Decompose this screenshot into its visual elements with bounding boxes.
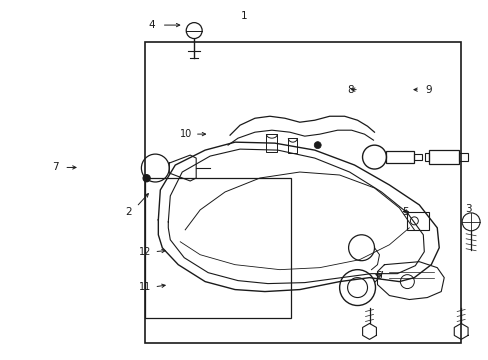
- Circle shape: [314, 141, 321, 149]
- Text: 3: 3: [464, 204, 471, 214]
- Text: 12: 12: [138, 247, 150, 257]
- Bar: [144, 178, 290, 318]
- Circle shape: [143, 175, 150, 182]
- Bar: [266, 134, 277, 152]
- Text: 4: 4: [148, 20, 155, 30]
- Bar: [386, 151, 413, 163]
- Text: 8: 8: [346, 85, 353, 95]
- Text: 9: 9: [425, 85, 431, 95]
- Bar: [407, 212, 428, 230]
- Bar: [144, 42, 460, 343]
- Text: 10: 10: [180, 129, 192, 139]
- Text: 1: 1: [241, 11, 247, 21]
- Text: 11: 11: [138, 282, 150, 292]
- Bar: [288, 138, 297, 153]
- Text: 2: 2: [125, 207, 132, 217]
- Text: 7: 7: [52, 162, 59, 172]
- Bar: [428, 150, 458, 164]
- Text: 5: 5: [401, 207, 408, 217]
- Bar: [413, 154, 422, 160]
- Bar: [458, 153, 467, 161]
- Text: 6: 6: [374, 271, 381, 281]
- Bar: [425, 153, 428, 161]
